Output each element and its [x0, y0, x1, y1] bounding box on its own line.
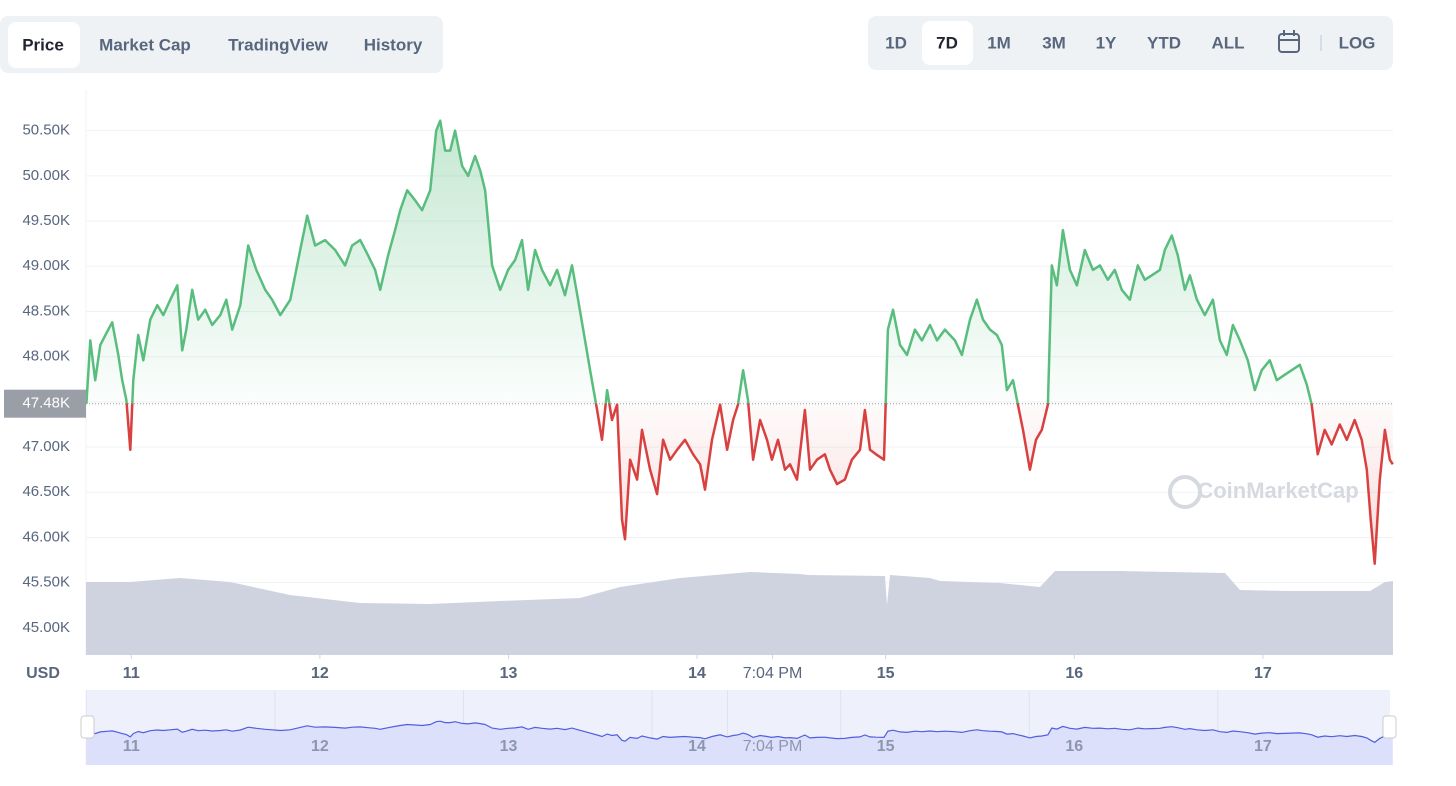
x-tick-label: 15	[877, 665, 895, 682]
navigator-tick-label: 15	[877, 738, 895, 755]
x-tick-label: 12	[311, 665, 329, 682]
calendar-icon[interactable]	[1278, 30, 1300, 53]
price-line	[85, 119, 1394, 565]
y-tick-label: 50.00K	[22, 167, 70, 184]
navigator-tick-label: 17	[1254, 738, 1272, 755]
y-tick-label: 46.00K	[22, 528, 70, 545]
watermark: CoinMarketCap	[1197, 478, 1358, 503]
price-area	[86, 120, 1393, 564]
range-button[interactable]: 1D	[885, 33, 907, 52]
tab[interactable]: Price	[22, 35, 64, 54]
x-tick-label: 7:04 PM	[743, 665, 803, 682]
baseline-label-box	[4, 389, 86, 418]
navigator-tick-label: 13	[500, 738, 518, 755]
tab-active	[8, 22, 80, 68]
range-button[interactable]: 3M	[1042, 33, 1066, 52]
y-tick-label: 46.50K	[22, 483, 70, 500]
y-tick-label: 48.50K	[22, 302, 70, 319]
plot	[85, 119, 1394, 565]
y-tick-label: 49.50K	[22, 212, 70, 229]
x-tick-label: 17	[1254, 665, 1272, 682]
navigator-handle[interactable]	[1382, 715, 1397, 739]
range-button[interactable]: ALL	[1211, 33, 1244, 52]
navigator-tick-label: 12	[311, 738, 329, 755]
range-button[interactable]: LOG	[1339, 33, 1376, 52]
y-axis-label: USD	[26, 665, 60, 682]
navigator-tick-label: 7:04 PM	[743, 738, 803, 755]
range-button[interactable]: YTD	[1147, 33, 1181, 52]
y-tick-label: 48.00K	[22, 348, 70, 365]
navigator-handle[interactable]	[80, 715, 95, 739]
watermark-logo	[1168, 475, 1202, 509]
navigator-tick-label: 14	[688, 738, 706, 755]
y-tick-label: 47.00K	[22, 438, 70, 455]
tab[interactable]: Market Cap	[99, 35, 191, 54]
x-tick-label: 13	[500, 665, 518, 682]
range-active	[922, 21, 973, 65]
tab[interactable]: TradingView	[228, 35, 329, 54]
navigator-area	[86, 721, 1393, 765]
range-button[interactable]: 1Y	[1096, 33, 1117, 52]
x-tick-label: 16	[1065, 665, 1083, 682]
navigator-tick-label: 16	[1065, 738, 1083, 755]
volume-area	[86, 571, 1393, 655]
baseline-label: 47.48K	[22, 395, 70, 412]
range-button[interactable]: 7D	[936, 33, 958, 52]
range-bar	[868, 16, 1393, 70]
navigator-chart	[85, 690, 1393, 765]
navigator-tick-label: 11	[123, 738, 140, 755]
x-tick-label: 11	[123, 665, 140, 682]
y-tick-label: 45.00K	[22, 619, 70, 636]
tab[interactable]: History	[364, 35, 423, 54]
x-tick-label: 14	[688, 665, 706, 682]
tab-bar	[0, 16, 443, 73]
y-tick-label: 49.00K	[22, 257, 70, 274]
y-tick-label: 45.50K	[22, 574, 70, 591]
y-tick-label: 50.50K	[22, 122, 70, 139]
navigator-line	[86, 720, 1393, 744]
range-button[interactable]: 1M	[987, 33, 1011, 52]
